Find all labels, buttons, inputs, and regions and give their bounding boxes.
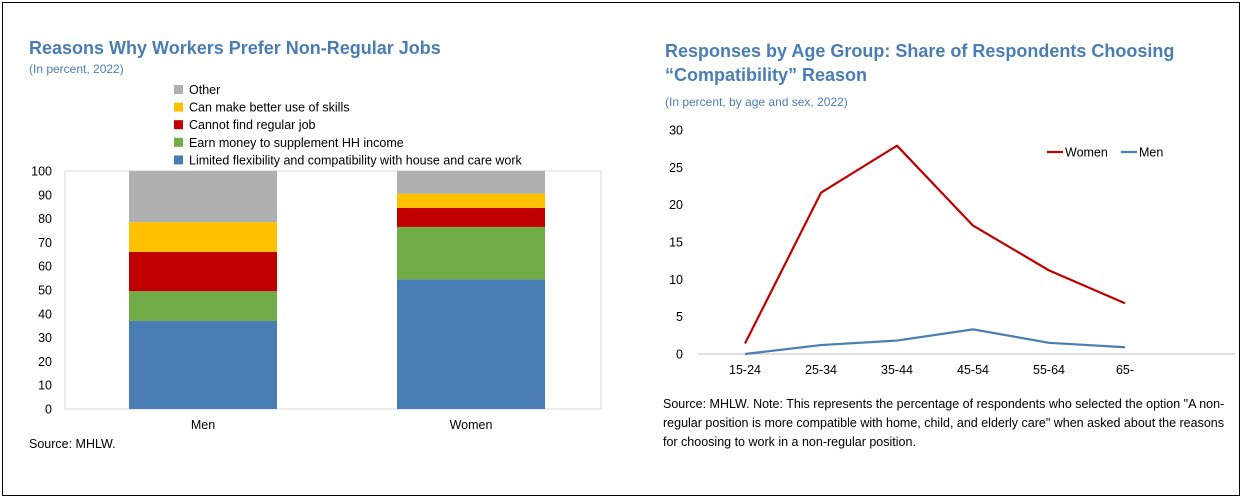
left-chart-source: Source: MHLW. bbox=[29, 437, 116, 451]
bar-x-tick-label: Men bbox=[191, 418, 215, 432]
stacked-bar-chart: 0 10 20 30 40 50 60 70 80 90 100 Men Women Other Can m… bbox=[31, 83, 602, 432]
right-chart-title-line1: Responses by Age Group: Share of Respond… bbox=[665, 41, 1175, 61]
line-y-tick-label: 25 bbox=[669, 161, 683, 175]
line-x-tick-label: 55-64 bbox=[1033, 363, 1065, 377]
line-chart: 0 5 10 15 20 25 30 15-24 25-34 35-44 45-54 55-64 65-… bbox=[669, 124, 1235, 377]
bar-legend-swatch bbox=[174, 137, 183, 147]
line-series-men bbox=[744, 328, 1126, 356]
bar-plot-area bbox=[64, 170, 602, 410]
bar-segment bbox=[397, 226, 545, 280]
left-chart-title: Reasons Why Workers Prefer Non-Regular J… bbox=[29, 38, 441, 58]
bar-segment bbox=[397, 193, 545, 208]
bar-legend-swatch bbox=[174, 120, 183, 130]
line-y-tick-label: 30 bbox=[669, 124, 683, 138]
bar-legend-label: Cannot find regular job bbox=[189, 118, 316, 132]
bar-y-tick-label: 100 bbox=[31, 165, 52, 179]
line-y-tick-label: 10 bbox=[669, 273, 683, 287]
bar-y-tick-label: 10 bbox=[38, 379, 52, 393]
bar-legend-label: Can make better use of skills bbox=[189, 101, 350, 115]
line-x-tick-label: 65- bbox=[1116, 363, 1134, 377]
line-y-tick-label: 20 bbox=[669, 198, 683, 212]
bar-segment bbox=[129, 320, 277, 409]
line-y-tick-label: 15 bbox=[669, 236, 683, 250]
line-x-tick-label: 25-34 bbox=[805, 363, 837, 377]
line-x-tick-label: 15-24 bbox=[729, 363, 761, 377]
bar-y-tick-label: 90 bbox=[38, 188, 52, 202]
bar-legend-label: Limited flexibility and compatibility wi… bbox=[189, 153, 523, 167]
line-x-tick-label: 45-54 bbox=[957, 363, 989, 377]
bar-segment bbox=[129, 291, 277, 321]
bar-y-tick-label: 20 bbox=[38, 355, 52, 369]
bar-y-tick-label: 60 bbox=[38, 260, 52, 274]
bar-legend-swatch bbox=[174, 102, 183, 112]
bar-segment bbox=[397, 171, 545, 194]
bar-segment bbox=[129, 222, 277, 252]
bar-y-tick-label: 0 bbox=[45, 403, 52, 417]
right-chart-title-line2: “Compatibility” Reason bbox=[665, 65, 868, 85]
line-x-tick-label: 35-44 bbox=[881, 363, 913, 377]
left-panel: Reasons Why Workers Prefer Non-Regular J… bbox=[3, 3, 623, 493]
bar-y-tick-label: 70 bbox=[38, 236, 52, 250]
right-chart-source: Source: MHLW. Note: This represents the … bbox=[663, 397, 1225, 449]
right-chart-subtitle: (In percent, by age and sex, 2022) bbox=[665, 95, 848, 109]
bar-legend-label: Earn money to supplement HH income bbox=[189, 136, 404, 150]
left-chart-subtitle: (In percent, 2022) bbox=[29, 62, 124, 76]
line-legend-label: Women bbox=[1065, 146, 1108, 160]
bar-segment bbox=[129, 251, 277, 292]
bar-y-tick-label: 50 bbox=[38, 284, 52, 298]
line-legend-label: Men bbox=[1139, 146, 1163, 160]
right-panel: Responses by Age Group: Share of Respond… bbox=[623, 3, 1239, 493]
bar-y-tick-label: 30 bbox=[38, 331, 52, 345]
bar-legend-label: Other bbox=[189, 83, 220, 97]
bar-segment bbox=[397, 279, 545, 409]
line-y-tick-label: 0 bbox=[676, 348, 683, 362]
bar-y-tick-label: 40 bbox=[38, 307, 52, 321]
bar-legend-swatch bbox=[174, 155, 183, 165]
bar-segment bbox=[129, 171, 277, 223]
bar-segment bbox=[397, 207, 545, 227]
bar-y-tick-label: 80 bbox=[38, 212, 52, 226]
line-series-women bbox=[744, 144, 1126, 345]
line-y-tick-label: 5 bbox=[676, 310, 683, 324]
bar-x-tick-label: Women bbox=[450, 418, 493, 432]
bar-legend-swatch bbox=[174, 85, 183, 94]
